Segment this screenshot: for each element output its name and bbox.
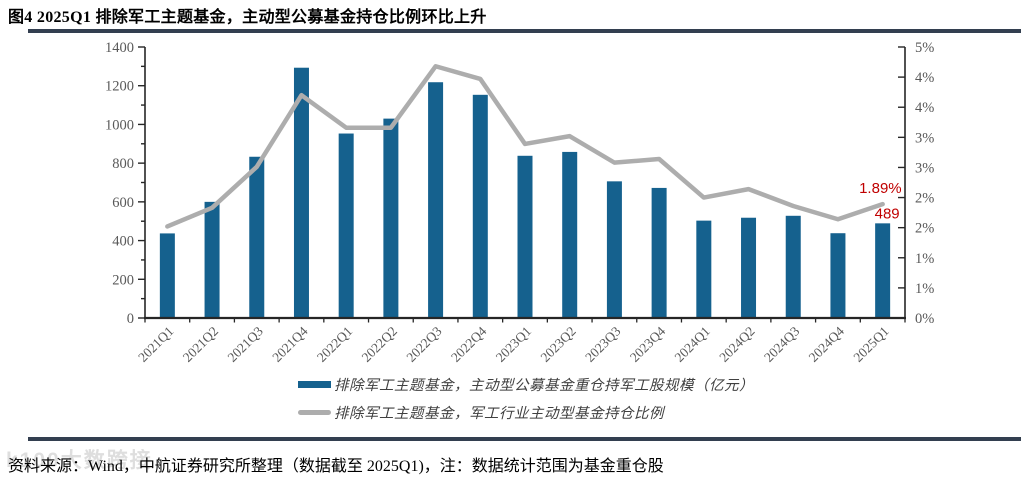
left-axis-tick-label: 400 — [112, 234, 134, 250]
bar-2023Q4 — [651, 187, 667, 318]
bottom-divider — [28, 437, 1021, 441]
left-axis-tick-label: 0 — [127, 311, 134, 327]
line-value-annotation: 1.89% — [859, 180, 902, 197]
bar-2021Q4 — [293, 67, 309, 318]
left-axis-tick-label: 800 — [112, 156, 134, 172]
bar-2022Q3 — [428, 82, 444, 318]
holding-ratio-line — [165, 64, 885, 229]
bar-2022Q1 — [338, 133, 354, 318]
legend-label: 排除军工主题基金，军工行业主动型基金持仓比例 — [334, 406, 664, 422]
x-axis-tick-label: 2022Q1 — [314, 324, 355, 365]
line-series-swatch — [298, 410, 331, 415]
x-axis-tick-label: 2021Q2 — [180, 324, 221, 365]
right-axis-tick-label: 1% — [915, 251, 934, 267]
bar-series — [159, 67, 891, 319]
annotations: 1.89% 489 — [859, 180, 902, 222]
chart-legend: 排除军工主题基金，主动型公募基金重仓持军工股规模（亿元） 排除军工主题基金，军工… — [298, 374, 754, 423]
x-axis-tick-label: 2021Q1 — [135, 324, 176, 365]
left-axis-tick-label: 1200 — [105, 79, 134, 95]
bar-2024Q3 — [785, 215, 801, 318]
right-axis-tick-label: 2% — [915, 191, 934, 207]
source-note: 资料来源：Wind，中航证券研究所整理（数据截至 2025Q1)，注：数据统计范… — [8, 458, 664, 475]
x-axis-tick-label: 2022Q2 — [359, 324, 400, 365]
bar-2024Q2 — [741, 217, 757, 318]
bar-2025Q1 — [875, 223, 891, 318]
line-series — [165, 64, 885, 229]
bar-2023Q3 — [606, 181, 622, 318]
right-axis-tick-label: 3% — [915, 160, 934, 176]
right-axis-tick-label: 2% — [915, 221, 934, 237]
bar-2024Q1 — [696, 220, 712, 318]
right-axis-tick-label: 3% — [915, 130, 934, 146]
left-axis-tick-label: 200 — [112, 272, 134, 288]
x-axis-tick-label: 2021Q4 — [269, 323, 311, 365]
x-axis-tick-label: 2021Q3 — [225, 323, 267, 365]
left-axis-tick-label: 1000 — [105, 117, 134, 133]
x-axis-tick-label: 2023Q1 — [493, 324, 534, 365]
bar-2022Q2 — [383, 118, 399, 318]
x-axis-tick-label: 2022Q4 — [448, 323, 490, 365]
x-axis-tick-label: 2024Q2 — [716, 324, 757, 365]
x-axis-tick-label: 2024Q1 — [672, 324, 713, 365]
legend-item-line: 排除军工主题基金，军工行业主动型基金持仓比例 — [298, 402, 754, 423]
bar-2024Q4 — [830, 233, 846, 318]
bar-2021Q1 — [159, 233, 175, 318]
chart-canvas: 0 200 400 600 800 1000 1200 1400 0% 1% 1% 2% 2% 3% 3% 4… — [105, 40, 934, 365]
right-axis-tick-label: 5% — [915, 40, 934, 56]
bar-value-annotation: 489 — [875, 205, 900, 222]
legend-item-bar: 排除军工主题基金，主动型公募基金重仓持军工股规模（亿元） — [298, 374, 754, 395]
x-axis-tick-label: 2023Q4 — [627, 323, 669, 365]
x-axis-tick-label: 2024Q4 — [806, 323, 848, 365]
figure-title: 图4 2025Q1 排除军工主题基金，主动型公募基金持仓比例环比上升 — [8, 9, 487, 26]
right-axis-tick-label: 0% — [915, 311, 934, 327]
x-axis-tick-label: 2023Q3 — [582, 323, 624, 365]
legend-label: 排除军工主题基金，主动型公募基金重仓持军工股规模（亿元） — [334, 378, 754, 394]
x-axis-tick-label: 2023Q2 — [537, 324, 578, 365]
right-axis-tick-label: 1% — [915, 281, 934, 297]
right-axis-tick-label: 4% — [915, 100, 934, 116]
left-axis-tick-label: 1400 — [105, 40, 134, 56]
bar-2021Q3 — [249, 156, 265, 318]
bar-2021Q2 — [204, 201, 220, 318]
title-divider — [28, 29, 1021, 33]
x-axis-tick-label: 2022Q3 — [403, 323, 445, 365]
right-axis-tick-label: 4% — [915, 70, 934, 86]
left-axis-tick-label: 600 — [112, 195, 134, 211]
bar-2023Q1 — [517, 155, 533, 318]
x-axis-tick-label: 2024Q3 — [761, 323, 803, 365]
axes — [138, 46, 906, 323]
bar-2023Q2 — [562, 151, 578, 318]
bar-series-swatch — [298, 381, 331, 388]
bar-2022Q4 — [472, 94, 488, 319]
x-axis-tick-label: 2025Q1 — [850, 324, 891, 365]
